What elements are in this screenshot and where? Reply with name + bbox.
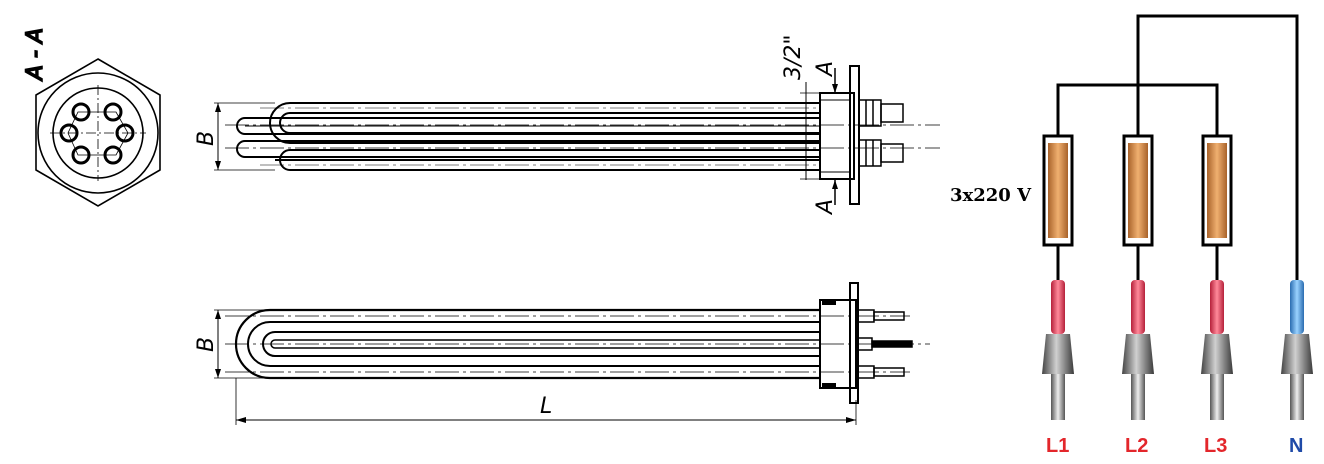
hex-flange — [35, 58, 161, 207]
top-width-label: B — [194, 131, 219, 146]
terminal-label-L3: L3 — [1204, 435, 1227, 457]
section-view: A - A — [22, 27, 161, 207]
terminal-label-N: N — [1289, 435, 1303, 457]
side-width-label: B — [194, 337, 219, 352]
tube-hole — [59, 102, 135, 165]
heating-element-resistor — [1201, 134, 1233, 247]
terminal-label-L1: L1 — [1046, 435, 1069, 457]
flange-body-top — [819, 92, 855, 180]
wire-L2 — [1122, 280, 1154, 420]
section-label: A - A — [23, 28, 48, 82]
flange-outer-circle — [37, 72, 159, 194]
terminal-top — [858, 99, 904, 167]
flange-body-side — [819, 299, 857, 389]
wire-L1 — [1042, 280, 1074, 420]
top-view — [214, 65, 940, 205]
section-mark-bottom: A — [813, 199, 838, 216]
terminal-label-L2: L2 — [1125, 435, 1148, 457]
heating-element-resistor — [1122, 134, 1154, 247]
wire-N — [1281, 280, 1313, 420]
wiring-lines — [1056, 14, 1299, 285]
heating-element-resistor — [1042, 134, 1074, 247]
terminal-side — [857, 309, 913, 379]
thread-size-label: 3/2" — [781, 34, 806, 80]
length-label: L — [540, 394, 552, 419]
voltage-label: 3x220 V — [950, 185, 1032, 206]
side-view — [214, 282, 930, 425]
section-mark-top: A — [813, 61, 838, 78]
wiring-schematic — [1042, 14, 1313, 420]
wire-L3 — [1201, 280, 1233, 420]
